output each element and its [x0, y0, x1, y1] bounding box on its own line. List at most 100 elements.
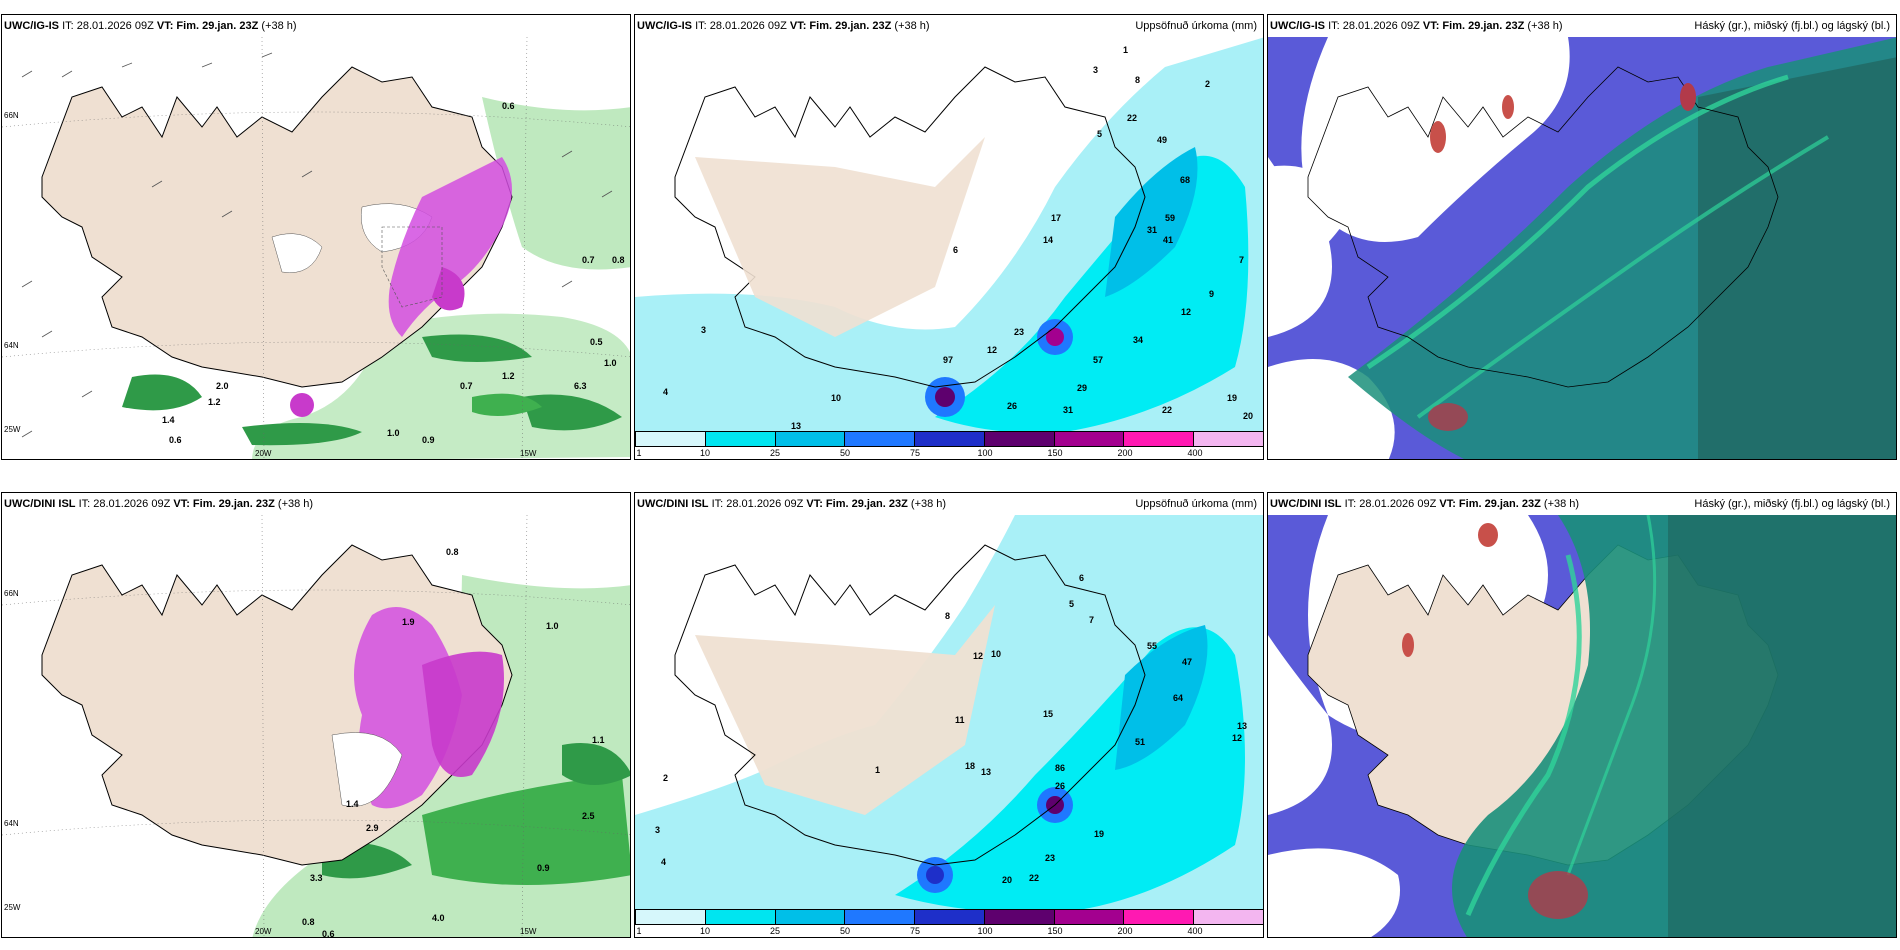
legend-ticks: 1 10 25 50 75 100 150 200 400: [635, 447, 1263, 459]
precip-value: 31: [1063, 405, 1074, 415]
valid-time: VT: Fim. 29.jan. 23Z: [806, 498, 908, 510]
legend-tick-label: 50: [839, 448, 851, 458]
model-name: UWC/DINI ISL: [4, 498, 76, 510]
precip-value: 3: [655, 825, 661, 835]
precip-value: 12: [1232, 733, 1243, 743]
map-wind-snow: [2, 37, 630, 459]
precip-value: 23: [1014, 327, 1025, 337]
precip-value: 22: [1127, 113, 1138, 123]
legend-tick-label: 1: [636, 448, 642, 458]
precip-value: 41: [1163, 235, 1174, 245]
precip-legend: 1 10 25 50 75 100 150 200 400: [635, 909, 1263, 937]
legend-tick-label: 100: [977, 448, 993, 458]
panel-igis-precip: UWC/IG-IS IT: 28.01.2026 09Z VT: Fim. 29…: [634, 14, 1264, 460]
map-value: 0.9: [537, 863, 550, 873]
precip-value: 26: [1007, 401, 1018, 411]
precip-value: 13: [791, 421, 802, 431]
lat-66-label: 66N: [4, 589, 19, 598]
lat-64-label: 64N: [4, 341, 19, 350]
precip-value: 19: [1227, 393, 1238, 403]
map-value: 6.3: [574, 381, 587, 391]
init-time: IT: 28.01.2026 09Z: [78, 498, 171, 510]
legend-tick-label: 400: [1187, 448, 1203, 458]
legend-tick-label: 400: [1187, 926, 1203, 936]
precip-value: 47: [1182, 657, 1193, 667]
map-value: 0.5: [590, 337, 603, 347]
legend-tick-label: 75: [909, 926, 921, 936]
panel-header: UWC/DINI ISL IT: 28.01.2026 09Z VT: Fim.…: [1268, 493, 1896, 515]
panel-igis-wind: UWC/IG-IS IT: 28.01.2026 09Z VT: Fim. 29…: [1, 14, 631, 460]
precip-value: 10: [991, 649, 1002, 659]
map-clouds: [1268, 515, 1896, 937]
panel-header: UWC/DINI ISL IT: 28.01.2026 09Z VT: Fim.…: [2, 493, 630, 515]
map-value: 2.9: [366, 823, 379, 833]
map-value: 1.1: [592, 735, 605, 745]
panel-header: UWC/IG-IS IT: 28.01.2026 09Z VT: Fim. 29…: [1268, 15, 1896, 37]
field-title: Háský (gr.), miðský (fj.bl.) og lágský (…: [1694, 498, 1890, 510]
map-value: 2.5: [582, 811, 595, 821]
legend-tick-label: 75: [909, 448, 921, 458]
lead-time: (+38 h): [1543, 498, 1580, 510]
map-precip: [635, 37, 1263, 459]
panel-header: UWC/IG-IS IT: 28.01.2026 09Z VT: Fim. 29…: [635, 15, 1263, 37]
legend-colorbar: [635, 431, 1263, 447]
precip-value: 3: [701, 325, 707, 335]
map-value: 1.2: [208, 397, 221, 407]
precip-value: 19: [1094, 829, 1105, 839]
map-value: 0.6: [169, 435, 182, 445]
init-time: IT: 28.01.2026 09Z: [1328, 20, 1420, 32]
precip-value: 59: [1165, 213, 1176, 223]
lead-time: (+38 h): [1527, 20, 1563, 32]
init-time: IT: 28.01.2026 09Z: [62, 20, 154, 32]
panel-dini-precip: UWC/DINI ISL IT: 28.01.2026 09Z VT: Fim.…: [634, 492, 1264, 938]
legend-tick-label: 150: [1047, 448, 1063, 458]
field-title: Uppsöfnuð úrkoma (mm): [1135, 498, 1257, 510]
legend-swatch: [1194, 432, 1263, 446]
lon-20-label: 20W: [255, 449, 272, 458]
map-precip: [635, 515, 1263, 937]
map-value: 0.7: [460, 381, 473, 391]
field-title: Uppsöfnuð úrkoma (mm): [1135, 20, 1257, 32]
legend-tick-label: 100: [977, 926, 993, 936]
precip-value: 20: [1243, 411, 1254, 421]
precip-value: 57: [1093, 355, 1104, 365]
model-name: UWC/IG-IS: [637, 20, 692, 32]
map-clouds: [1268, 37, 1896, 459]
lon-20-label: 20W: [255, 927, 272, 936]
precip-value: 12: [973, 651, 984, 661]
precip-value: 7: [1239, 255, 1245, 265]
panel-dini-clouds: UWC/DINI ISL IT: 28.01.2026 09Z VT: Fim.…: [1267, 492, 1897, 938]
map-value: 1.0: [387, 428, 400, 438]
legend-tick-label: 200: [1117, 926, 1133, 936]
legend-swatch: [915, 432, 985, 446]
init-time: IT: 28.01.2026 09Z: [711, 498, 804, 510]
precip-value: 4: [661, 857, 667, 867]
map-value: 1.2: [502, 371, 515, 381]
legend-swatch: [705, 432, 776, 446]
legend-swatch: [775, 910, 846, 924]
legend-tick-label: 50: [839, 926, 851, 936]
legend-swatch: [845, 910, 916, 924]
legend-swatch: [984, 910, 1055, 924]
legend-swatch: [775, 432, 846, 446]
map-value: 0.8: [446, 547, 459, 557]
map-value: 1.4: [162, 415, 175, 425]
map-value: 0.6: [322, 929, 335, 938]
valid-time: VT: Fim. 29.jan. 23Z: [1422, 20, 1525, 32]
legend-swatch: [845, 432, 916, 446]
precip-value: 1: [1123, 45, 1129, 55]
precip-value: 14: [1043, 235, 1054, 245]
precip-value: 5: [1097, 129, 1103, 139]
map-value: 1.9: [402, 617, 415, 627]
precip-value: 4: [663, 387, 669, 397]
precip-value: 12: [1181, 307, 1192, 317]
model-name: UWC/DINI ISL: [637, 498, 709, 510]
precip-value: 6: [1079, 573, 1085, 583]
precip-value: 12: [987, 345, 998, 355]
legend-tick-label: 150: [1047, 926, 1063, 936]
lead-time: (+38 h): [910, 498, 947, 510]
legend-swatch: [1054, 432, 1125, 446]
lead-time: (+38 h): [894, 20, 930, 32]
lon-25-label: 25W: [4, 425, 21, 434]
precip-value: 13: [981, 767, 992, 777]
